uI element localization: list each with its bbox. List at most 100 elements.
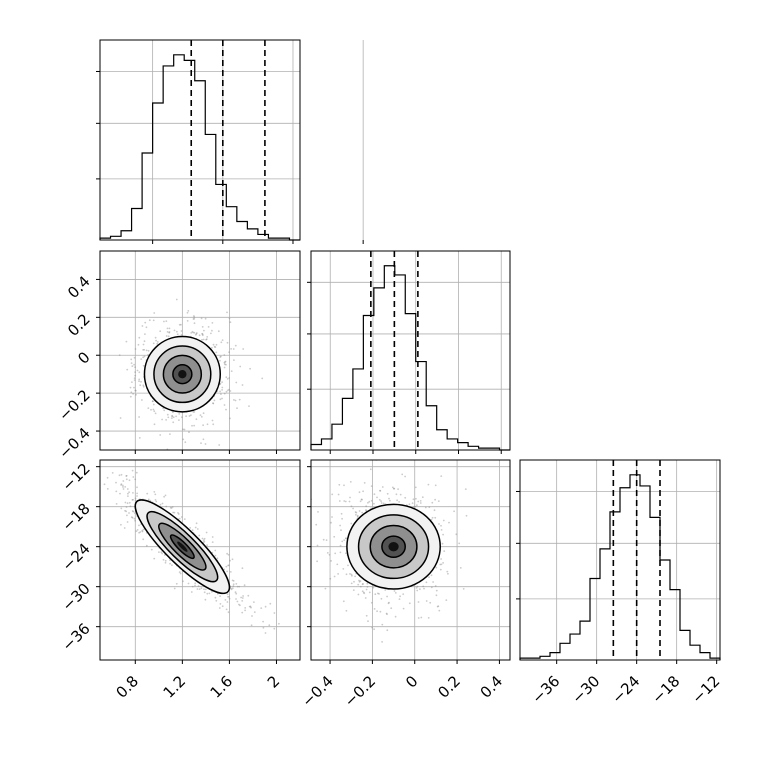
x-tick-label: −24 xyxy=(608,672,643,707)
sample-point xyxy=(243,584,246,587)
sample-point xyxy=(201,332,204,335)
sample-point xyxy=(358,580,361,583)
sample-point xyxy=(420,616,423,619)
sample-point xyxy=(188,431,190,434)
y-tick-label: −18 xyxy=(59,500,94,535)
sample-point xyxy=(343,539,346,541)
sample-point xyxy=(133,379,136,381)
sample-point xyxy=(162,558,165,561)
sample-point xyxy=(339,544,342,547)
x-tick-label: −12 xyxy=(688,672,723,707)
sample-point xyxy=(131,381,133,383)
sample-point xyxy=(361,498,363,501)
sample-point xyxy=(154,336,157,339)
sample-point xyxy=(134,512,136,514)
density-contour xyxy=(134,499,231,595)
sample-point xyxy=(370,485,373,487)
hist-0-panel xyxy=(96,39,364,244)
sample-point xyxy=(192,411,195,413)
sample-point xyxy=(147,498,150,501)
sample-point xyxy=(333,535,336,538)
sample-point xyxy=(341,540,344,543)
sample-point xyxy=(161,418,164,421)
sample-point xyxy=(178,323,181,326)
sample-point xyxy=(250,624,253,627)
sample-point xyxy=(125,475,128,477)
sample-point xyxy=(236,407,238,410)
sample-point xyxy=(234,399,237,402)
sample-point xyxy=(138,437,141,439)
sample-point xyxy=(356,514,359,517)
sample-point xyxy=(239,604,241,607)
sample-point xyxy=(227,389,229,392)
sample-point xyxy=(141,529,144,532)
sample-point xyxy=(229,417,231,420)
sample-point xyxy=(238,603,240,606)
sample-point xyxy=(344,500,347,503)
sample-point xyxy=(414,505,417,508)
sample-point xyxy=(262,620,264,623)
sample-point xyxy=(172,511,175,514)
sample-point xyxy=(147,407,150,409)
sample-point xyxy=(126,521,129,523)
sample-point xyxy=(368,591,371,594)
sample-point xyxy=(194,582,197,585)
sample-point xyxy=(190,332,193,334)
y-tick-label: 0 xyxy=(74,348,93,367)
sample-point xyxy=(337,573,339,575)
sample-point xyxy=(235,592,238,595)
sample-point xyxy=(136,529,139,531)
sample-point xyxy=(211,329,213,332)
sample-point xyxy=(133,363,136,366)
sample-point xyxy=(135,471,138,474)
density-contour xyxy=(381,535,406,559)
sample-point xyxy=(325,539,328,541)
sample-point xyxy=(132,510,135,513)
sample-point xyxy=(378,593,380,595)
sample-point xyxy=(204,317,207,320)
sample-point xyxy=(221,389,224,391)
sample-point xyxy=(165,419,168,421)
sample-point xyxy=(233,359,235,361)
sample-point xyxy=(173,511,176,514)
sample-point xyxy=(134,371,137,373)
sample-point xyxy=(226,311,228,314)
sample-point xyxy=(419,588,421,590)
sample-point xyxy=(206,544,209,546)
sample-point xyxy=(150,548,153,551)
sample-point xyxy=(228,351,231,354)
sample-point xyxy=(213,399,216,402)
sample-point xyxy=(381,486,384,488)
sample-point xyxy=(176,330,178,333)
sample-point xyxy=(153,557,156,560)
sample-point xyxy=(432,581,434,583)
sample-point xyxy=(199,414,202,416)
sample-point xyxy=(219,398,222,401)
sample-point xyxy=(440,563,443,566)
sample-point xyxy=(437,500,440,502)
sample-point xyxy=(447,572,449,575)
sample-point xyxy=(361,511,364,514)
sample-point xyxy=(408,602,411,605)
sample-point xyxy=(141,530,144,533)
sample-point xyxy=(195,522,198,525)
y-tick-label: −24 xyxy=(59,540,94,575)
sample-point xyxy=(419,500,422,502)
sample-point xyxy=(198,588,201,590)
sample-point xyxy=(152,342,155,345)
sample-point xyxy=(417,500,420,503)
sample-point xyxy=(216,557,219,560)
sample-point xyxy=(334,552,337,555)
axes-frame xyxy=(99,39,301,241)
contour-1-0-panel: −0.4−0.2 0 0.2 0.4 xyxy=(55,250,301,462)
density-contour xyxy=(357,514,430,580)
sample-point xyxy=(221,605,224,608)
sample-point xyxy=(155,339,158,342)
sample-point xyxy=(264,632,267,634)
sample-point xyxy=(142,385,145,388)
sample-point xyxy=(211,346,213,349)
sample-point xyxy=(175,298,178,301)
sample-point xyxy=(438,523,440,525)
sample-point xyxy=(138,371,141,374)
sample-point xyxy=(367,620,369,623)
